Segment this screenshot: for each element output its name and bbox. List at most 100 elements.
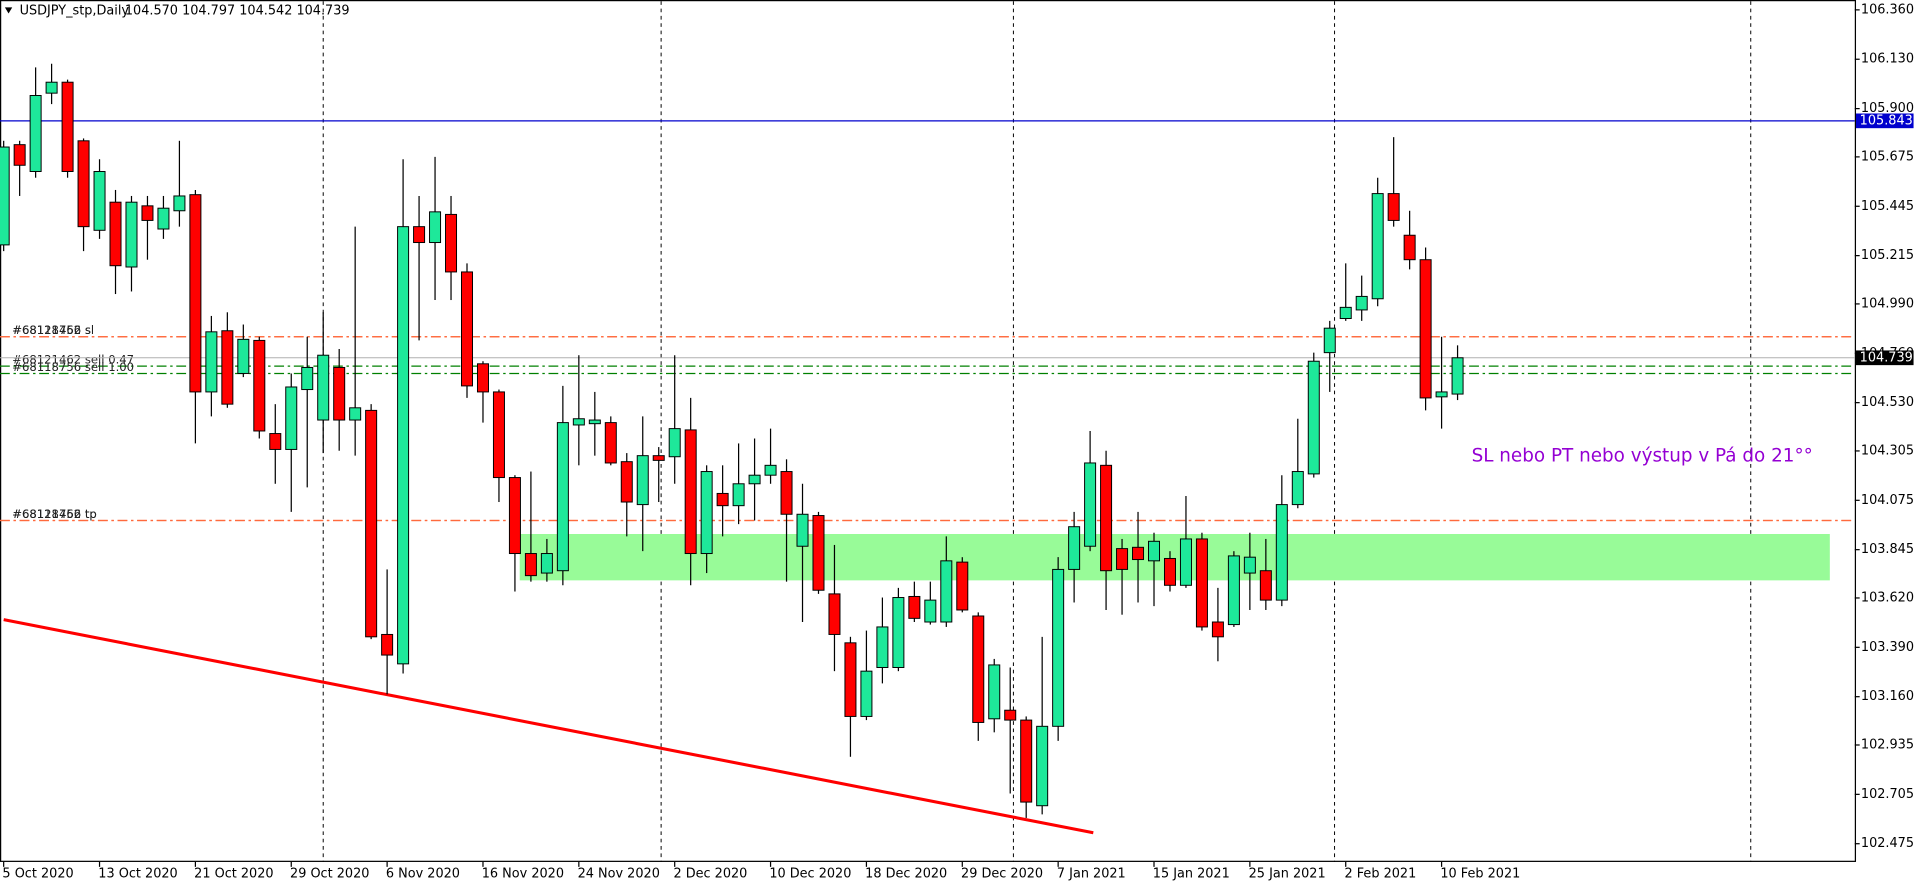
candle-body [748,474,761,485]
candle-body [61,81,74,172]
y-tick-label: 105.675 [1861,149,1914,164]
candle-body [125,201,138,268]
candle-body [1068,526,1081,570]
x-tick-label: 24 Nov 2020 [578,867,660,882]
candle-body [844,642,857,717]
x-tick-label: 13 Oct 2020 [98,867,177,882]
candle-body [1036,725,1049,807]
candle-body [429,211,442,244]
candle-body [205,331,218,393]
candle-body [1371,193,1384,300]
order-label: #68121462 tp [12,507,97,521]
order-label: #68121462 sell 0.47 [12,353,134,367]
candle-body [476,363,489,393]
candle-body [1435,391,1448,398]
y-tick-label: 106.130 [1861,52,1914,67]
candle-body [1323,327,1336,354]
candle-body [956,561,969,611]
candle-body [1004,709,1017,721]
x-tick-label: 5 Oct 2020 [2,867,73,882]
x-tick-label: 10 Feb 2021 [1440,867,1520,882]
y-tick-label: 105.445 [1861,199,1914,214]
candle-body [1195,538,1208,628]
x-tick-label: 7 Jan 2021 [1057,867,1126,882]
candle-body [652,455,665,461]
candle-body [1052,568,1065,727]
candle-body [524,553,537,577]
x-tick-label: 25 Jan 2021 [1249,867,1326,882]
current-price-box [1856,350,1914,366]
candle-body [508,477,521,555]
menu-triangle [4,7,13,14]
candle-body [445,213,458,273]
candle-body [1179,538,1192,586]
candle-body [1275,504,1288,601]
candle-body [908,595,921,619]
x-tick-label: 10 Dec 2020 [769,867,851,882]
candle-body [972,615,985,723]
x-tick-label: 15 Jan 2021 [1153,867,1230,882]
candle-body [13,144,26,166]
candle-body [141,205,154,221]
candle-body [461,271,474,387]
candle-body [492,391,505,479]
candle-body [285,386,298,450]
candle-body [1291,471,1304,506]
candle-body [1339,306,1352,320]
candle-body [1419,259,1432,399]
candle-body [860,670,873,717]
y-tick-label: 103.845 [1861,542,1914,557]
y-tick-label: 106.360 [1861,2,1914,17]
candle-body [876,626,889,668]
annotation: SL nebo PT nebo výstup v Pá do 21°° [1472,446,1813,467]
candle-body [620,461,633,503]
candle-body [1259,570,1272,601]
candle-body [1387,193,1400,221]
candle-body [556,422,569,572]
candle-body [1355,295,1368,311]
price-line-box [1856,113,1914,129]
candle-body [1211,621,1224,638]
candle-body [317,354,330,421]
candle-body [1116,548,1129,570]
y-tick-label: 102.475 [1861,836,1914,851]
candle-body [381,633,394,656]
candle-body [828,593,841,635]
candle-body [237,338,250,374]
order-label: #68118756 sell 1.00 [12,360,134,374]
candle-body [413,226,426,244]
candle-body [1451,357,1464,395]
candle-body [157,207,170,230]
candle-body [173,195,186,212]
current-price-label: 104.739 [1860,350,1913,365]
y-tick-label: 103.160 [1861,689,1914,704]
y-tick-label: 104.990 [1861,296,1914,311]
candle-body [796,513,809,547]
y-tick-label: 104.075 [1861,493,1914,508]
candle-body [604,422,617,464]
candle-body [1403,234,1416,261]
candle-body [1020,719,1033,803]
candle-body [764,464,777,476]
order-label: #68118756 sl [12,323,94,337]
candle-body [588,419,601,425]
y-tick-label: 103.390 [1861,640,1914,655]
candle-body [1227,555,1240,626]
plot-frame [0,0,1857,862]
candle-body [301,366,314,391]
x-tick-label: 6 Nov 2020 [386,867,460,882]
candle-body [349,407,362,421]
x-tick-label: 16 Nov 2020 [482,867,564,882]
candle-body [716,492,729,507]
candle-body [940,560,953,623]
candle-body [668,428,681,458]
x-tick-label: 18 Dec 2020 [865,867,947,882]
candle-body [397,226,410,665]
y-tick-label: 104.530 [1861,395,1914,410]
x-tick-label: 2 Dec 2020 [673,867,747,882]
candle-body [892,597,905,668]
candle-body [684,429,697,555]
